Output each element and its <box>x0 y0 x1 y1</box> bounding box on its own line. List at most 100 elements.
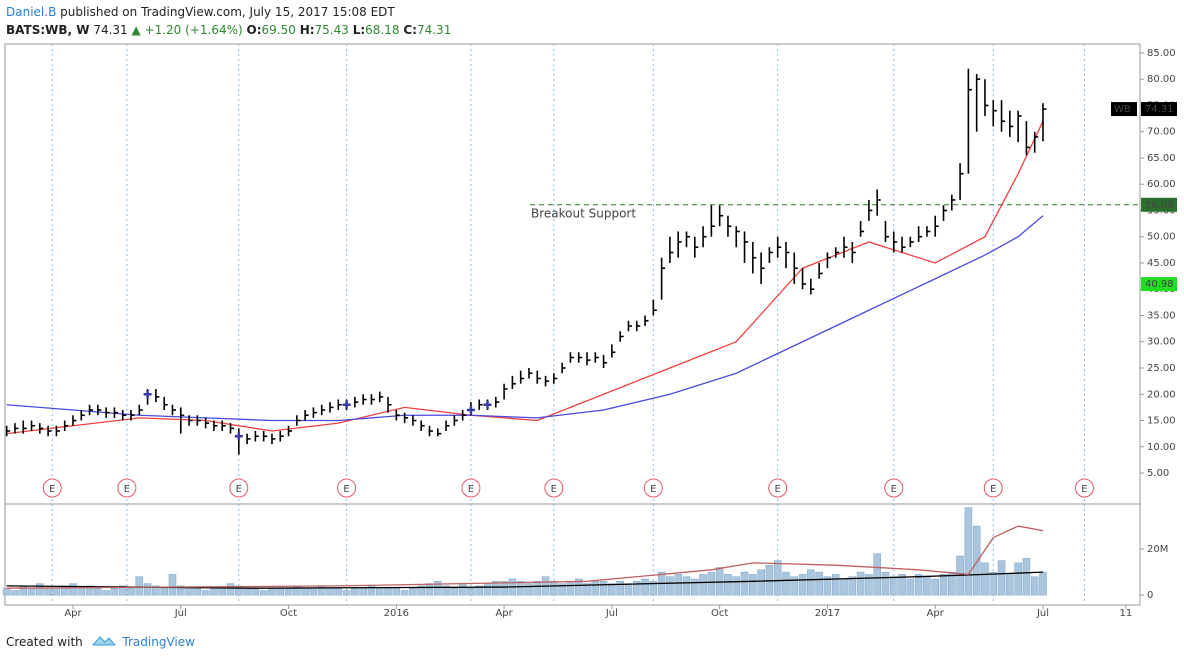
x-tick-label: Apr <box>495 608 513 619</box>
volume-bar <box>583 583 591 596</box>
volume-bar <box>740 571 749 596</box>
volume-bar <box>865 574 873 596</box>
x-tick-label: 11 <box>1120 608 1133 619</box>
volume-bar <box>351 587 359 596</box>
earnings-label: E <box>49 484 55 495</box>
x-tick-label: Jul <box>1036 608 1049 619</box>
volume-bar <box>467 587 475 596</box>
earnings-label: E <box>775 484 781 495</box>
volume-bar <box>807 569 815 596</box>
y-tick-label: 80.00 <box>1147 74 1176 85</box>
volume-bar <box>682 576 691 596</box>
y-tick-label: 45.00 <box>1147 258 1176 269</box>
volume-bar <box>276 587 285 596</box>
earnings-marker <box>337 478 357 498</box>
volume-bar <box>384 587 392 596</box>
volume-bar <box>135 576 144 596</box>
earnings-marker <box>461 478 481 498</box>
volume-bar <box>442 585 450 596</box>
volume-bar <box>1006 574 1014 596</box>
volume-average <box>6 571 1044 589</box>
volume-bar <box>268 587 276 596</box>
earnings-marker <box>884 478 904 498</box>
volume-bar <box>1039 571 1047 596</box>
volume-bar <box>500 581 508 596</box>
volume-bar <box>301 587 309 596</box>
volume-bar <box>19 585 28 596</box>
y-tick-label: 25.00 <box>1147 363 1176 374</box>
moving-average <box>6 120 1044 435</box>
volume-bar <box>1030 576 1039 596</box>
change: ▲ +1.20 (+1.64%) <box>131 23 243 37</box>
earnings-label: E <box>1081 484 1087 495</box>
c-label: C: <box>403 23 417 37</box>
volume-bar <box>516 581 525 596</box>
x-tick-label: 2016 <box>384 608 409 619</box>
volume-bar <box>724 574 732 596</box>
volume-bar <box>616 581 624 596</box>
volume-bar <box>550 581 558 596</box>
brand[interactable]: TradingView <box>122 635 195 649</box>
y-tick-label: 10.00 <box>1147 442 1176 453</box>
symbol: BATS:WB, W <box>6 23 90 37</box>
volume-bar <box>790 576 799 596</box>
volume-bar <box>334 587 343 596</box>
volume-bar <box>649 581 658 596</box>
volume-bar <box>94 587 102 596</box>
l-label: L: <box>352 23 366 37</box>
signal <box>466 406 475 415</box>
volume-bar <box>749 574 757 596</box>
symbol-box <box>1111 102 1137 117</box>
earnings-label: E <box>990 484 996 495</box>
volume-bar <box>201 590 210 596</box>
volume-bar <box>574 578 583 596</box>
volume-bar <box>102 590 110 596</box>
volume-bar <box>873 553 881 596</box>
volume-bar <box>997 560 1006 596</box>
earnings-marker <box>117 478 137 498</box>
volume-average <box>6 525 1044 589</box>
volume-bar <box>939 574 948 596</box>
volume-bar <box>732 576 741 596</box>
last: 74.31 <box>93 23 128 37</box>
y-tick-label: 60.00 <box>1147 179 1176 190</box>
volume-bar <box>848 576 857 596</box>
volume-bar <box>152 585 160 596</box>
volume-tick-label: 0 <box>1147 590 1153 601</box>
x-tick-label: Jul <box>174 608 187 619</box>
volume-bar <box>409 587 417 596</box>
footer: Created with TradingView <box>6 632 195 649</box>
x-tick-label: Oct <box>711 608 728 619</box>
volume-bar <box>284 587 293 596</box>
h-label: H: <box>299 23 315 37</box>
volume-bar <box>823 576 832 596</box>
volume-bar <box>400 590 409 596</box>
volume-bar <box>1022 558 1031 596</box>
volume-bar <box>475 585 484 596</box>
earnings-marker <box>1074 478 1094 498</box>
volume-bar <box>782 571 790 596</box>
volume-bar <box>193 587 202 596</box>
volume-tick-label: 20M <box>1147 544 1168 555</box>
volume-bar <box>417 585 425 596</box>
y-tick-label: 15.00 <box>1147 416 1176 427</box>
earnings-label: E <box>551 484 557 495</box>
volume-bar <box>931 578 939 596</box>
volume-bar <box>11 590 19 596</box>
volume-bar <box>259 590 268 596</box>
earnings-label: E <box>891 484 897 495</box>
volume-bar <box>251 587 260 596</box>
y-tick-label: 50.00 <box>1147 232 1176 243</box>
volume-bar <box>815 571 823 596</box>
volume-bar <box>235 585 243 596</box>
volume-bar <box>77 587 86 596</box>
volume-bar <box>127 587 135 596</box>
earnings-label: E <box>343 484 349 495</box>
author[interactable]: Daniel.B <box>6 5 57 19</box>
o: 69.50 <box>261 23 296 37</box>
x-tick-label: Jul <box>605 608 618 619</box>
volume-bar <box>558 583 566 596</box>
x-tick-label: Oct <box>280 608 297 619</box>
y-tick-label: 65.00 <box>1147 153 1176 164</box>
